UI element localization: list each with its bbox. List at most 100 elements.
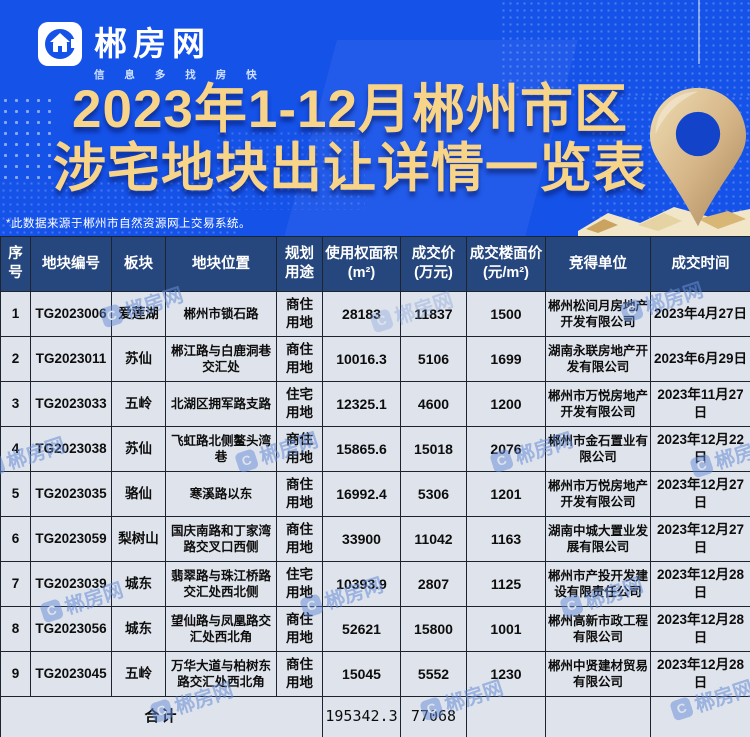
- col-header-location: 地块位置: [165, 236, 277, 292]
- cell-price: 5552: [400, 651, 467, 697]
- cell-plot-code: TG2023039: [30, 561, 112, 607]
- cell-land-area: 16992.4: [322, 471, 401, 517]
- col-header-area: 板块: [111, 236, 166, 292]
- col-header-use: 规划 用途: [276, 236, 323, 292]
- data-source-note: *此数据来源于郴州市自然资源网上交易系统。: [6, 218, 251, 230]
- cell-winner: 湖南永联房地产开发有限公司: [545, 336, 651, 382]
- cell-planned-use: 商住 用地: [276, 516, 323, 562]
- page-title-line2: 涉宅地块出让详情一览表: [53, 139, 647, 198]
- cell-land-area: 15865.6: [322, 426, 401, 472]
- cell-floor-price: 1200: [466, 381, 546, 427]
- cell-plot-code: TG2023056: [30, 606, 112, 652]
- cell-winner: 湖南中城大置业发展有限公司: [545, 516, 651, 562]
- col-header-land-area: 使用权面积 (m²): [322, 236, 401, 292]
- cell-district: 爱莲湖: [111, 291, 166, 337]
- cell-plot-code: TG2023006: [30, 291, 112, 337]
- cell-plot-code: TG2023011: [30, 336, 112, 382]
- page-title-line1: 2023年1-12月郴州市区: [72, 80, 628, 139]
- cell-winner: 郴州松间月房地产开发有限公司: [545, 291, 651, 337]
- cell-district: 五岭: [111, 651, 166, 697]
- cell-planned-use: 商住 用地: [276, 291, 323, 337]
- cell-land-area: 10016.3: [322, 336, 401, 382]
- cell-winner: 郴州高新市政工程有限公司: [545, 606, 651, 652]
- table-row: 3 TG2023033 五岭 北湖区拥军路支路 住宅 用地 12325.1 46…: [0, 381, 750, 427]
- cell-date: 2023年12月28日: [650, 651, 750, 697]
- cell-plot-code: TG2023045: [30, 651, 112, 697]
- col-header-code: 地块编号: [30, 236, 112, 292]
- cell-no: 8: [0, 606, 31, 652]
- brand-logo: 郴房网 信 息 多 找 房 快: [38, 22, 265, 82]
- cell-winner: 郴州市万悦房地产开发有限公司: [545, 471, 651, 517]
- cell-price: 2807: [400, 561, 467, 607]
- table-row: 6 TG2023059 梨树山 国庆南路和丁家湾路交叉口西侧 商住 用地 339…: [0, 516, 750, 562]
- cell-district: 苏仙: [111, 426, 166, 472]
- cell-planned-use: 商住 用地: [276, 426, 323, 472]
- cell-price: 11837: [400, 291, 467, 337]
- land-deals-table: 序号 地块编号 板块 地块位置 规划 用途 使用权面积 (m²) 成交价 (万元…: [0, 236, 750, 737]
- cell-land-area: 15045: [322, 651, 401, 697]
- cell-floor-price: 1163: [466, 516, 546, 562]
- gold-map-icon: [578, 207, 750, 237]
- table-body: 1 TG2023006 爱莲湖 郴州市锁石路 商住 用地 28183 11837…: [0, 291, 750, 697]
- page-title: 2023年1-12月郴州市区 涉宅地块出让详情一览表: [0, 80, 700, 198]
- table-row: 2 TG2023011 苏仙 郴江路与白鹿洞巷交汇处 商住 用地 10016.3…: [0, 336, 750, 382]
- cell-land-area: 10393.9: [322, 561, 401, 607]
- total-empty-date: [650, 696, 750, 737]
- cell-floor-price: 1201: [466, 471, 546, 517]
- total-label: 合计: [0, 696, 323, 737]
- cell-price: 15018: [400, 426, 467, 472]
- cell-date: 2023年12月28日: [650, 561, 750, 607]
- cell-district: 五岭: [111, 381, 166, 427]
- cell-location: 郴江路与白鹿洞巷交汇处: [165, 336, 277, 382]
- cell-winner: 郴州市金石置业有限公司: [545, 426, 651, 472]
- cell-location: 北湖区拥军路支路: [165, 381, 277, 427]
- cell-location: 寒溪路以东: [165, 471, 277, 517]
- cell-floor-price: 1125: [466, 561, 546, 607]
- cell-land-area: 28183: [322, 291, 401, 337]
- cell-price: 15800: [400, 606, 467, 652]
- brand-tagline: 信 息 多 找 房 快: [94, 69, 266, 81]
- pin-hang-line: [698, 0, 700, 64]
- cell-no: 7: [0, 561, 31, 607]
- cell-district: 城东: [111, 606, 166, 652]
- cell-winner: 郴州市万悦房地产开发有限公司: [545, 381, 651, 427]
- cell-land-area: 52621: [322, 606, 401, 652]
- total-land-area: 195342.3: [322, 696, 401, 737]
- cell-winner: 郴州中贤建材贸易有限公司: [545, 651, 651, 697]
- cell-plot-code: TG2023035: [30, 471, 112, 517]
- cell-location: 郴州市锁石路: [165, 291, 277, 337]
- location-pin-icon: [650, 87, 746, 227]
- cell-price: 4600: [400, 381, 467, 427]
- total-price: 77068: [400, 696, 467, 737]
- cell-no: 3: [0, 381, 31, 427]
- cell-floor-price: 1500: [466, 291, 546, 337]
- col-header-floor-price: 成交楼面价 (元/m²): [466, 236, 546, 292]
- cell-planned-use: 商住 用地: [276, 336, 323, 382]
- table-row: 4 TG2023038 苏仙 飞虹路北侧鳌头湾巷 商住 用地 15865.6 1…: [0, 426, 750, 472]
- cell-location: 万华大道与柏树东路交汇处西北角: [165, 651, 277, 697]
- table-row: 7 TG2023039 城东 翡翠路与珠江桥路交汇处西北侧 住宅 用地 1039…: [0, 561, 750, 607]
- cell-district: 梨树山: [111, 516, 166, 562]
- cell-plot-code: TG2023038: [30, 426, 112, 472]
- table-row: 8 TG2023056 城东 望仙路与凤凰路交汇处西北角 商住 用地 52621…: [0, 606, 750, 652]
- cell-date: 2023年11月27日: [650, 381, 750, 427]
- cell-date: 2023年12月22日: [650, 426, 750, 472]
- cell-winner: 郴州市产投开发建设有限责任公司: [545, 561, 651, 607]
- table-row: 5 TG2023035 骆仙 寒溪路以东 商住 用地 16992.4 5306 …: [0, 471, 750, 517]
- table-header-row: 序号 地块编号 板块 地块位置 规划 用途 使用权面积 (m²) 成交价 (万元…: [0, 236, 750, 292]
- cell-floor-price: 1001: [466, 606, 546, 652]
- cell-no: 9: [0, 651, 31, 697]
- table-total-row: 合计 195342.3 77068: [0, 696, 750, 737]
- cell-price: 5306: [400, 471, 467, 517]
- cell-planned-use: 商住 用地: [276, 471, 323, 517]
- brand-name: 郴房网: [94, 25, 211, 62]
- cell-location: 翡翠路与珠江桥路交汇处西北侧: [165, 561, 277, 607]
- col-header-date: 成交时间: [650, 236, 750, 292]
- cell-date: 2023年12月27日: [650, 471, 750, 517]
- cell-floor-price: 2076: [466, 426, 546, 472]
- cell-price: 11042: [400, 516, 467, 562]
- cell-floor-price: 1230: [466, 651, 546, 697]
- table-row: 9 TG2023045 五岭 万华大道与柏树东路交汇处西北角 商住 用地 150…: [0, 651, 750, 697]
- cell-plot-code: TG2023059: [30, 516, 112, 562]
